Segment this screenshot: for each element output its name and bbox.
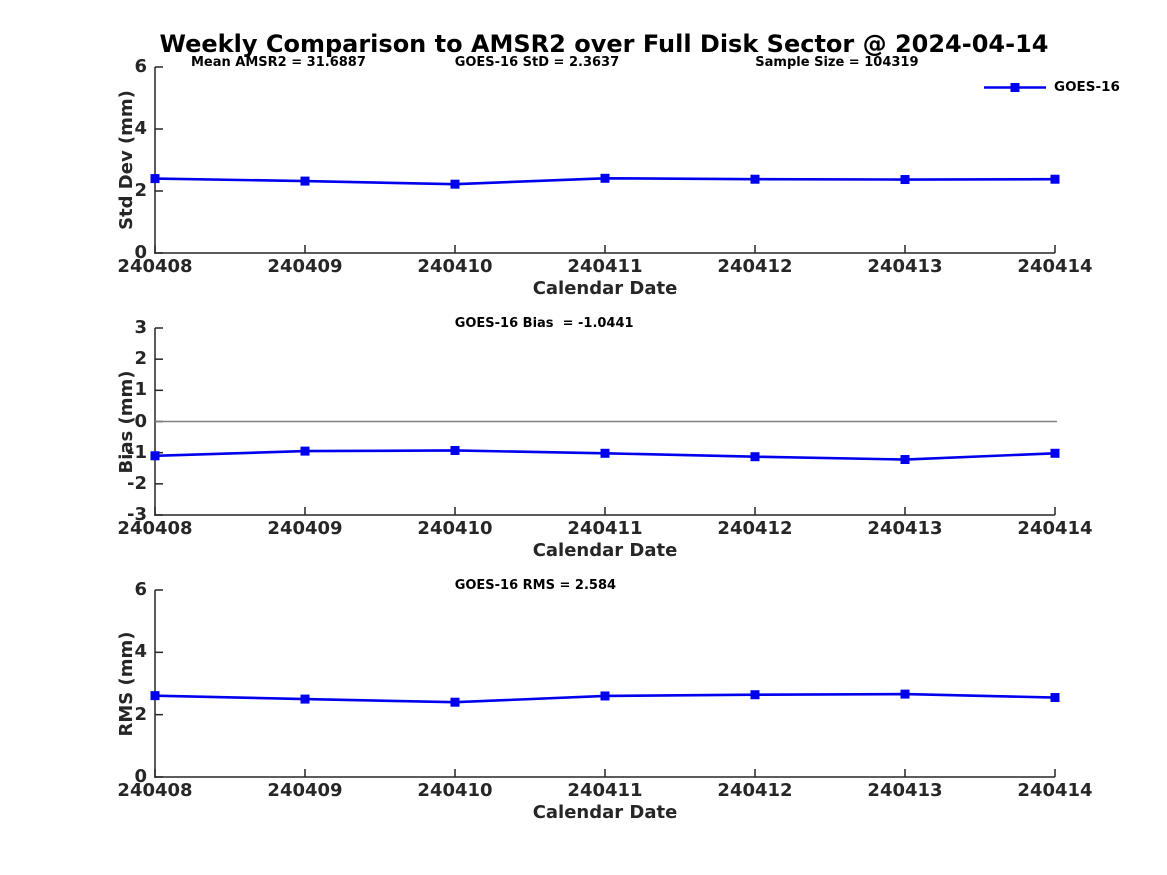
x-tick-label: 240414: [1017, 518, 1093, 539]
data-point-marker: [150, 174, 160, 184]
data-point-marker: [750, 452, 760, 462]
y-tick-label: 3: [134, 317, 147, 338]
x-tick-label: 240409: [267, 256, 343, 277]
x-tick-label: 240410: [417, 518, 493, 539]
y-tick-label: 2: [134, 180, 147, 201]
x-tick-label: 240411: [567, 780, 643, 801]
x-tick-label: 240413: [867, 518, 943, 539]
data-point-marker: [300, 176, 310, 186]
x-tick-label: 240408: [117, 256, 193, 277]
x-tick-label: 240412: [717, 518, 793, 539]
x-tick-label: 240414: [1017, 780, 1093, 801]
annotation-text: Sample Size = 104319: [755, 55, 919, 70]
annotation-text: Mean AMSR2 = 31.6887: [191, 55, 366, 70]
data-point-marker: [900, 689, 910, 699]
x-tick-label: 240408: [117, 780, 193, 801]
data-point-marker: [1050, 448, 1060, 458]
data-point-marker: [600, 448, 610, 458]
x-axis-title: Calendar Date: [532, 802, 678, 823]
x-tick-label: 240412: [717, 780, 793, 801]
annotation-text: GOES-16 Bias = -1.0441: [454, 316, 634, 331]
x-tick-label: 240409: [267, 780, 343, 801]
data-point-marker: [150, 691, 160, 701]
annotation-text: GOES-16 StD = 2.3637: [454, 55, 620, 70]
y-tick-label: 4: [134, 641, 147, 663]
data-point-marker: [450, 445, 460, 455]
subplot-std-dev: [150, 66, 1060, 254]
x-tick-label: 240409: [267, 518, 343, 539]
data-point-marker: [150, 451, 160, 461]
y-tick-label: 0: [134, 410, 147, 432]
x-tick-label: 240412: [717, 256, 793, 277]
y-tick-label: 6: [134, 579, 147, 600]
data-point-marker: [450, 697, 460, 707]
data-point-marker: [300, 446, 310, 456]
x-tick-label: 240413: [867, 256, 943, 277]
x-tick-label: 240414: [1017, 256, 1093, 277]
subplot-rms: [150, 589, 1060, 778]
data-point-marker: [750, 174, 760, 184]
y-tick-label: 2: [134, 703, 147, 725]
legend: GOES-16: [983, 79, 1120, 95]
legend-series-label: GOES-16: [1054, 79, 1120, 95]
y-tick-label: 2: [134, 348, 147, 370]
data-point-marker: [900, 455, 910, 465]
y-axis-title: Std Dev (mm): [116, 90, 137, 230]
y-axis-title: Bias (mm): [116, 370, 137, 473]
x-tick-label: 240408: [117, 518, 193, 539]
data-point-marker: [900, 175, 910, 185]
x-tick-label: 240410: [417, 780, 493, 801]
data-point-marker: [300, 694, 310, 704]
x-tick-label: 240411: [567, 518, 643, 539]
data-point-marker: [600, 691, 610, 701]
x-tick-label: 240413: [867, 780, 943, 801]
y-axis-title: RMS (mm): [116, 631, 137, 736]
data-point-marker: [450, 179, 460, 189]
y-tick-label: -3: [127, 504, 147, 525]
annotation-text: GOES-16 RMS = 2.584: [454, 578, 617, 593]
subplot-bias: [150, 327, 1060, 516]
y-tick-label: 4: [134, 118, 147, 139]
y-tick-label: 6: [134, 56, 147, 77]
legend-line-marker-swatch: [984, 82, 1046, 92]
data-point-marker: [1050, 174, 1060, 184]
y-tick-label: 1: [134, 379, 147, 401]
x-tick-label: 240410: [417, 256, 493, 277]
x-axis-title: Calendar Date: [532, 540, 678, 561]
y-tick-label: -1: [127, 441, 147, 463]
y-tick-label: 0: [134, 766, 147, 787]
figure-title: Weekly Comparison to AMSR2 over Full Dis…: [159, 30, 1049, 58]
y-tick-label: 0: [134, 242, 147, 263]
x-axis-title: Calendar Date: [532, 278, 678, 299]
data-point-marker: [600, 173, 610, 183]
data-point-marker: [750, 690, 760, 700]
data-point-marker: [1050, 693, 1060, 703]
x-tick-label: 240411: [567, 256, 643, 277]
y-tick-label: -2: [127, 472, 147, 494]
